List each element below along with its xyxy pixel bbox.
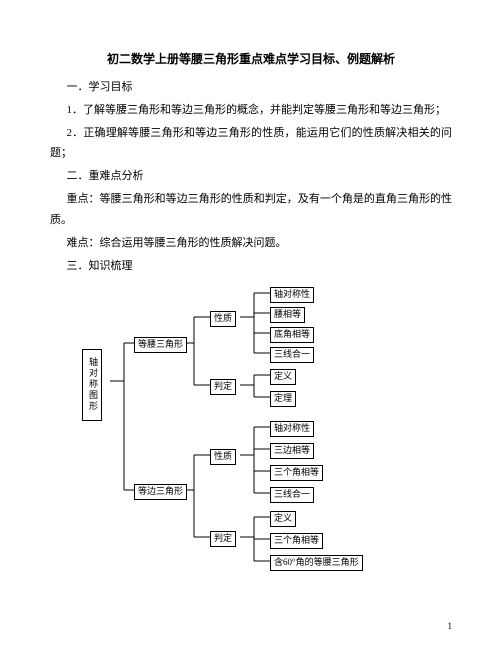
leaf-a-pd-2: 定理 [270, 391, 296, 407]
leaf-a-xz-2: 腰相等 [270, 307, 305, 323]
section-2-p2: 难点：综合运用等腰三角形的性质解决问题。 [50, 233, 452, 254]
leaf-b-xz-3: 三个角相等 [270, 465, 323, 481]
leaf-a-pd-1: 定义 [270, 369, 296, 385]
root-node: 轴对称图形 [82, 349, 102, 421]
doc-title: 初二数学上册等腰三角形重点难点学习目标、例题解析 [50, 48, 452, 71]
leaf-a-xz-4: 三线合一 [270, 347, 314, 363]
page-number: 1 [448, 618, 453, 635]
section-1-p1: 1．了解等腰三角形和等边三角形的概念，并能判定等腰三角形和等边三角形； [50, 100, 452, 121]
leaf-b-xz-2: 三边相等 [270, 443, 314, 459]
leaf-b-xz-1: 轴对称性 [270, 421, 314, 437]
b-judgement-node: 判定 [210, 531, 236, 547]
tree-connectors [82, 285, 442, 575]
leaf-b-pd-3: 含60°角的等腰三角形 [270, 555, 363, 571]
leaf-b-pd-2: 三个角相等 [270, 533, 323, 549]
b-properties-node: 性质 [210, 449, 236, 465]
branch-isoceles: 等腰三角形 [134, 337, 187, 353]
knowledge-tree-diagram: 轴对称图形 等腰三角形 等边三角形 性质 判定 性质 判定 轴对称性 腰相等 底… [82, 285, 452, 575]
leaf-a-xz-1: 轴对称性 [270, 287, 314, 303]
branch-equilateral: 等边三角形 [134, 484, 187, 500]
leaf-b-pd-1: 定义 [270, 511, 296, 527]
section-1-p2: 2．正确理解等腰三角形和等边三角形的性质，能运用它们的性质解决相关的问题； [50, 123, 452, 165]
a-judgement-node: 判定 [210, 379, 236, 395]
a-properties-node: 性质 [210, 311, 236, 327]
section-2-p1: 重点：等腰三角形和等边三角形的性质和判定，及有一个角是的直角三角形的性质。 [50, 189, 452, 231]
section-1-heading: 一．学习目标 [50, 77, 452, 98]
leaf-b-xz-4: 三线合一 [270, 487, 314, 503]
section-3-heading: 三．知识梳理 [50, 256, 452, 277]
leaf-a-xz-3: 底角相等 [270, 327, 314, 343]
section-2-heading: 二．重难点分析 [50, 166, 452, 187]
